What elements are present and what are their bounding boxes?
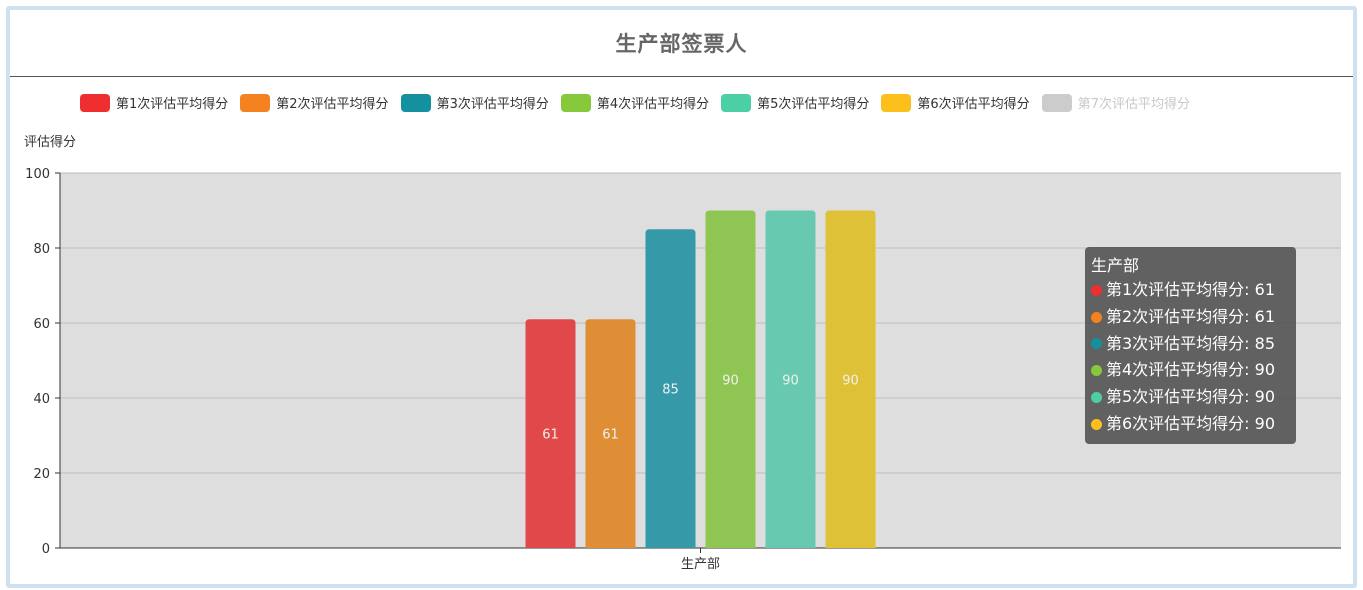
- x-tick-label: 生产部: [681, 557, 720, 572]
- legend-item-6[interactable]: 第6次评估平均得分: [881, 93, 1030, 112]
- y-tick-label: 60: [33, 317, 50, 332]
- tooltip-row-label: 第2次评估平均得分: 61: [1106, 306, 1276, 326]
- tooltip-row-label: 第4次评估平均得分: 90: [1106, 360, 1276, 380]
- legend-item-7[interactable]: 第7次评估平均得分: [1041, 93, 1190, 112]
- tooltip-dot: [1091, 338, 1102, 350]
- tooltip-row-3: 第3次评估平均得分: 85: [1091, 331, 1290, 358]
- bar-4: [705, 210, 756, 548]
- legend-label: 第6次评估平均得分: [917, 97, 1030, 112]
- bar-value-label: 61: [542, 428, 559, 443]
- legend-item-5[interactable]: 第5次评估平均得分: [721, 93, 869, 112]
- bar-6: [825, 210, 876, 548]
- legend-swatch: [80, 93, 110, 112]
- legend-label: 第4次评估平均得分: [596, 97, 710, 112]
- legend-label: 第3次评估平均得分: [436, 97, 549, 112]
- tooltip-row-2: 第2次评估平均得分: 61: [1091, 304, 1290, 331]
- legend-swatch: [721, 93, 752, 112]
- legend-item-4[interactable]: 第4次评估平均得分: [560, 93, 710, 112]
- chart-title-bar: 生产部签票人: [10, 10, 1353, 77]
- legend-swatch: [240, 93, 271, 112]
- bar-3: [645, 229, 696, 548]
- legend-item-2[interactable]: 第2次评估平均得分: [240, 93, 389, 112]
- bar-value-label: 61: [602, 428, 619, 443]
- legend-item-1[interactable]: 第1次评估平均得分: [80, 93, 228, 112]
- chart-title: 生产部签票人: [615, 32, 748, 56]
- bar-1: [525, 319, 576, 548]
- bar-5: [765, 210, 816, 548]
- y-tick-label: 0: [42, 542, 50, 557]
- tooltip-row-4: 第4次评估平均得分: 90: [1091, 357, 1290, 384]
- y-tick-label: 40: [33, 392, 50, 407]
- tooltip-dot: [1091, 365, 1102, 377]
- bar-value-label: 90: [842, 373, 859, 388]
- tooltip-row-label: 第6次评估平均得分: 90: [1106, 413, 1276, 433]
- legend-item-3[interactable]: 第3次评估平均得分: [400, 93, 549, 112]
- tooltip-dot: [1091, 418, 1102, 430]
- tooltip-row-5: 第5次评估平均得分: 90: [1091, 384, 1290, 411]
- bar-value-label: 85: [662, 383, 679, 398]
- tooltip-row-1: 第1次评估平均得分: 61: [1091, 277, 1290, 304]
- tooltip-dot: [1091, 311, 1102, 323]
- legend-swatch: [1041, 93, 1072, 112]
- tooltip: 生产部 第1次评估平均得分: 61 第2次评估平均得分: 61 第3次评估平均得分:…: [1085, 247, 1296, 444]
- legend-swatch: [560, 93, 591, 112]
- tooltip-dot: [1091, 392, 1102, 404]
- legend-label: 第5次评估平均得分: [757, 97, 870, 112]
- y-tick-label: 20: [33, 467, 50, 482]
- y-axis-title: 评估得分: [24, 135, 77, 150]
- y-tick-label: 80: [33, 242, 50, 257]
- legend-label: 第7次评估平均得分: [1077, 97, 1190, 112]
- legend-label: 第1次评估平均得分: [116, 97, 229, 112]
- tooltip-row-6: 第6次评估平均得分: 90: [1091, 411, 1290, 438]
- tooltip-row-label: 第5次评估平均得分: 90: [1106, 387, 1276, 407]
- tooltip-row-label: 第1次评估平均得分: 61: [1106, 280, 1276, 299]
- tooltip-row-label: 第3次评估平均得分: 85: [1106, 333, 1276, 353]
- legend-swatch: [881, 93, 912, 112]
- bar-2: [585, 319, 636, 548]
- y-tick-label: 100: [25, 167, 50, 182]
- bar-value-label: 90: [782, 373, 799, 388]
- legend: 第1次评估平均得分 第2次评估平均得分 第3次评估平均得分 第4次评估平均得分 第5次评…: [80, 93, 1202, 112]
- bar-value-label: 90: [722, 373, 739, 388]
- tooltip-dot: [1091, 284, 1102, 296]
- legend-swatch: [400, 93, 431, 112]
- legend-label: 第2次评估平均得分: [276, 97, 389, 112]
- tooltip-title: 生产部: [1091, 256, 1140, 275]
